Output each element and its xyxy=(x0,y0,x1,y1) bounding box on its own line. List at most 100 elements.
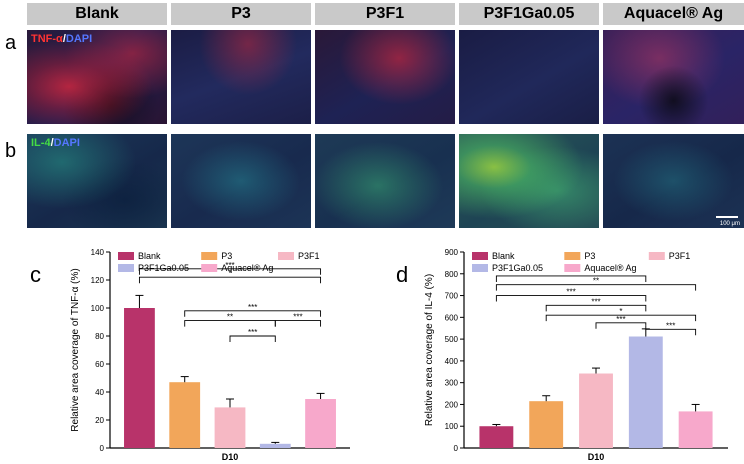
chart-c-sig-label-4: *** xyxy=(248,328,257,337)
chart-d-sig-label-0: *** xyxy=(566,268,575,277)
chart-d-x-axis-label: D10 xyxy=(588,452,605,462)
chart-d-y-tick-label-7: 700 xyxy=(445,292,459,301)
chart-c-legend-swatch-4 xyxy=(201,264,218,272)
chart-c-x-axis-label: D10 xyxy=(222,452,239,462)
chart-c-sig-bracket-2 xyxy=(184,310,322,317)
chart-c-bar-4 xyxy=(305,399,336,448)
chart-c-sig-label-2: *** xyxy=(248,303,257,312)
column-header-p3: P3 xyxy=(171,3,311,25)
image-tnf-blank: TNF-α/DAPI xyxy=(27,30,167,124)
row-letter-b: b xyxy=(5,140,17,162)
chart-c-y-tick-label-4: 80 xyxy=(95,332,104,341)
image-il4-p3f1 xyxy=(315,134,455,228)
chart-d-legend-swatch-3 xyxy=(472,264,488,272)
chart-d-y-tick-label-2: 200 xyxy=(445,400,459,409)
chart-d-y-tick-label-9: 900 xyxy=(445,248,459,257)
chart-d-sig-bracket-1 xyxy=(495,284,697,291)
chart-c-legend-label-0: Blank xyxy=(138,251,161,261)
chart-c-y-tick-label-7: 140 xyxy=(91,248,105,257)
image-il4-p3f1ga xyxy=(459,134,599,228)
chart-d-bar-0 xyxy=(479,426,514,448)
chart-c-bar-2 xyxy=(214,407,246,448)
chart-c-bar-0 xyxy=(124,308,155,448)
chart-c-legend-label-1: P3 xyxy=(221,251,232,261)
chart-d-y-tick-label-5: 500 xyxy=(445,335,459,344)
chart-c-y-tick-label-5: 100 xyxy=(91,304,105,313)
chart-d-y-tick-label-1: 100 xyxy=(445,422,459,431)
column-header-blank: Blank xyxy=(27,3,167,25)
stain-dapi-il4: DAPI xyxy=(53,137,80,149)
stain-marker-il4: IL-4 xyxy=(31,137,51,149)
row-letter-a: a xyxy=(5,32,17,54)
chart-c-sig-bracket-1 xyxy=(138,276,322,284)
image-tnf-p3 xyxy=(171,30,311,124)
chart-c-legend-swatch-3 xyxy=(118,264,134,272)
chart-d-sig-bracket-2 xyxy=(495,295,647,302)
chart-d-y-tick-label-0: 0 xyxy=(454,444,459,453)
stain-dapi-tnf: DAPI xyxy=(65,33,93,45)
scale-bar xyxy=(716,216,738,218)
chart-c-bar-3 xyxy=(259,443,291,448)
chart-d-sig-bracket-6 xyxy=(645,325,697,336)
chart-c-sig-bracket-0 xyxy=(138,268,322,275)
chart-d-legend-swatch-0 xyxy=(472,252,488,260)
chart-c-legend-label-3: P3F1Ga0.05 xyxy=(138,263,189,273)
chart-c-legend-swatch-0 xyxy=(118,252,134,260)
image-il4-blank: IL-4/DAPI xyxy=(27,134,167,228)
chart-d-legend-label-4: Aquacel® Ag xyxy=(584,263,636,273)
column-header-p3f1ga: P3F1Ga0.05 xyxy=(459,3,599,25)
chart-d-sig-label-5: *** xyxy=(616,315,625,324)
chart-c-sig-bracket-5 xyxy=(274,320,322,327)
chart-c-bar-1 xyxy=(169,382,201,448)
chart-d-legend-label-0: Blank xyxy=(492,251,515,261)
chart-d-sig-label-3: *** xyxy=(591,297,600,306)
image-tnf-p3f1 xyxy=(315,30,455,124)
chart-d-legend-label-1: P3 xyxy=(584,251,595,261)
chart-d-bar-2 xyxy=(579,373,613,448)
stain-marker-tnf: TNF-α xyxy=(31,33,63,45)
image-tnf-p3f1ga xyxy=(459,30,599,124)
chart-letter-d: d xyxy=(396,262,409,287)
chart-d-legend-swatch-1 xyxy=(564,252,581,260)
chart-c-y-tick-label-6: 120 xyxy=(91,276,105,285)
column-headers: Blank P3 P3F1 P3F1Ga0.05 Aquacel® Ag xyxy=(27,3,744,25)
chart-c-y-axis-label: Relative area coverage of TNF-α (%) xyxy=(70,268,81,431)
chart-d-sig-bracket-0 xyxy=(495,275,647,282)
chart-c-y-tick-label-3: 60 xyxy=(95,360,104,369)
chart-d-bar-3 xyxy=(628,336,663,448)
chart-c-legend-swatch-2 xyxy=(278,252,294,260)
chart-d-legend-swatch-2 xyxy=(648,252,665,260)
stain-sep-il4: / xyxy=(50,137,54,149)
chart-il4: 0 100 200 300 400 500 600 700 800 900 Relative are… xyxy=(424,248,728,462)
chart-d-bar-4 xyxy=(678,411,713,448)
chart-d-y-tick-label-3: 300 xyxy=(445,379,459,388)
chart-c-sig-label-0: *** xyxy=(225,261,234,270)
chart-c-y-tick-label-1: 20 xyxy=(95,416,104,425)
chart-d-sig-bracket-5 xyxy=(595,322,647,329)
chart-d-legend-swatch-4 xyxy=(564,264,581,272)
chart-d-legend-label-3: P3F1Ga0.05 xyxy=(492,263,543,273)
chart-c-legend-label-2: P3F1 xyxy=(298,251,320,261)
image-tnf-aquacel xyxy=(603,30,744,124)
column-header-aquacel: Aquacel® Ag xyxy=(603,3,744,25)
image-il4-p3 xyxy=(171,134,311,228)
stain-label-il4: IL-4/DAPI xyxy=(31,137,80,149)
stain-sep-tnf: / xyxy=(62,33,66,45)
scale-bar-label: 100 μm xyxy=(719,221,740,227)
chart-d-y-axis-label: Relative area coverage of IL-4 (%) xyxy=(424,274,435,426)
image-il4-aquacel: 100 μm xyxy=(603,134,744,228)
chart-c-sig-label-1: * xyxy=(228,269,231,278)
chart-d-y-tick-label-6: 600 xyxy=(445,313,459,322)
chart-c-legend-swatch-1 xyxy=(201,252,218,260)
chart-d-y-tick-label-4: 400 xyxy=(445,357,459,366)
chart-d-sig-label-2: *** xyxy=(566,288,575,297)
chart-c-legend-label-4: Aquacel® Ag xyxy=(221,263,273,273)
chart-d-bar-1 xyxy=(529,401,564,448)
chart-d-sig-label-6: *** xyxy=(666,321,675,330)
chart-c-y-tick-label-2: 40 xyxy=(95,388,104,397)
stain-label-tnf: TNF-α/DAPI xyxy=(31,33,92,45)
chart-c-sig-label-3: ** xyxy=(227,313,233,322)
chart-d-sig-bracket-3 xyxy=(545,304,647,312)
chart-letter-c: c xyxy=(30,262,41,287)
chart-d-sig-label-4: * xyxy=(619,307,622,316)
